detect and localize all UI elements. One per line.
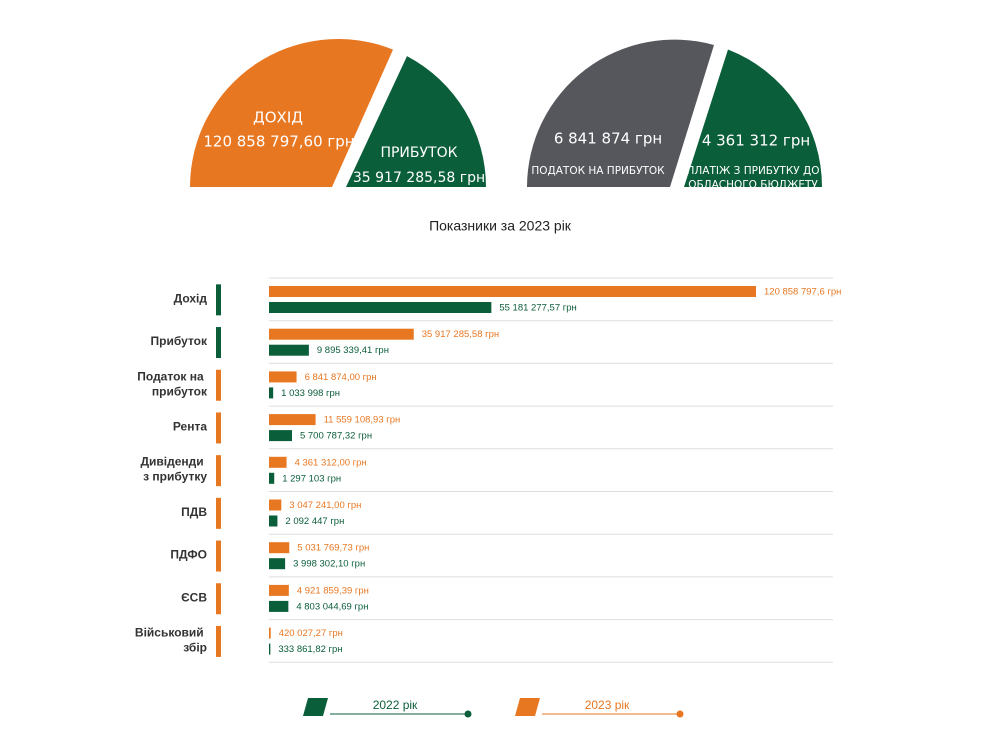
legend-label: 2022 рік (373, 698, 418, 712)
bar (269, 627, 271, 639)
summary-label: ОБЛАСНОГО БЮДЖЕТУ (688, 179, 818, 191)
summary-amount: 6 841 874 грн (554, 130, 662, 148)
value-label: 4 361 312,00 грн (295, 457, 367, 468)
tax-segment (527, 39, 714, 188)
value-label: 11 559 108,93 грн (324, 415, 401, 426)
category-label: Дохід (174, 292, 208, 306)
bar (269, 328, 414, 340)
value-label: 35 917 285,58 грн (422, 329, 499, 340)
bar (269, 643, 271, 655)
category-indicator (216, 327, 221, 359)
chart-title: Показники за 2023 рік (429, 218, 572, 234)
category-label-line: ПДФО (170, 548, 207, 562)
payment-segment (684, 49, 822, 187)
bar (269, 430, 292, 442)
legend-dot (676, 710, 684, 718)
category-indicator (216, 625, 221, 657)
value-label: 5 700 787,32 грн (300, 431, 372, 442)
bar (269, 456, 287, 468)
value-label: 55 181 277,57 грн (499, 303, 576, 314)
value-label: 3 047 241,00 грн (289, 500, 361, 511)
bar (269, 584, 289, 596)
bar (269, 344, 309, 356)
category-indicator (216, 540, 221, 572)
summary-label: ПЛАТІЖ З ПРИБУТКУ ДО (687, 165, 820, 177)
summary-label: ДОХІД (253, 109, 303, 127)
legend-dot (464, 710, 472, 718)
bar (269, 499, 282, 511)
value-label: 1 297 103 грн (282, 473, 341, 484)
income-segment (190, 39, 393, 187)
category-indicator (216, 369, 221, 401)
summary-amount: 35 917 285,58 грн (353, 170, 485, 186)
category-label-line: Дохід (174, 292, 208, 306)
category-label: Дивіденди з прибутку (140, 455, 207, 484)
category-label: ПДФО (170, 548, 207, 562)
category-label-line: прибуток (152, 384, 208, 398)
value-label: 4 921 859,39 грн (297, 585, 369, 596)
category-label: Податок на прибуток (137, 369, 208, 398)
value-label: 333 861,82 грн (278, 644, 342, 655)
value-label: 6 841 874,00 грн (305, 372, 377, 383)
bar (269, 371, 297, 383)
bar (269, 286, 756, 297)
bar (269, 542, 290, 554)
category-label-line: збір (183, 641, 207, 655)
value-label: 120 858 797,6 грн (764, 287, 841, 298)
category-indicator (216, 497, 221, 529)
category-label-line: ПДВ (181, 505, 207, 519)
category-indicator (216, 284, 221, 316)
category-label-line: Податок на (137, 369, 207, 383)
value-label: 4 803 044,69 грн (296, 601, 368, 612)
bar (269, 558, 286, 570)
category-label-line: Рента (173, 420, 208, 434)
category-indicator (216, 583, 221, 615)
category-label: ПДВ (181, 505, 207, 519)
profit-segment (346, 56, 486, 187)
category-indicator (216, 412, 221, 444)
value-label: 1 033 998 грн (281, 388, 340, 399)
bar (269, 515, 278, 527)
category-label-line: Дивіденди (140, 455, 207, 469)
value-label: 5 031 769,73 грн (297, 543, 369, 554)
category-label: Рента (173, 420, 208, 434)
bar (269, 600, 289, 612)
category-label: ЄСВ (181, 590, 207, 604)
summary-amount: 120 858 797,60 грн (203, 133, 354, 151)
summary-label: ПОДАТОК НА ПРИБУТОК (531, 165, 665, 177)
category-label-line: ЄСВ (181, 590, 207, 604)
category-label-line: з прибутку (143, 470, 207, 484)
legend-swatch (303, 698, 328, 716)
category-label-line: Військовий (135, 626, 207, 640)
bar (269, 414, 316, 426)
category-label: Військовий збір (135, 626, 207, 655)
bar (269, 302, 492, 313)
summary-label: ПРИБУТОК (380, 145, 457, 161)
category-label-line: Прибуток (151, 334, 208, 348)
summary-amount: 4 361 312 грн (702, 132, 810, 150)
legend-label: 2023 рік (585, 698, 630, 712)
value-label: 2 092 447 грн (285, 516, 344, 527)
category-indicator (216, 455, 221, 487)
category-label: Прибуток (151, 334, 208, 348)
bar (269, 387, 274, 399)
bar (269, 472, 275, 484)
value-label: 3 998 302,10 грн (293, 559, 365, 570)
value-label: 420 027,27 грн (279, 628, 343, 639)
value-label: 9 895 339,41 грн (317, 345, 389, 356)
legend-swatch (515, 698, 540, 716)
